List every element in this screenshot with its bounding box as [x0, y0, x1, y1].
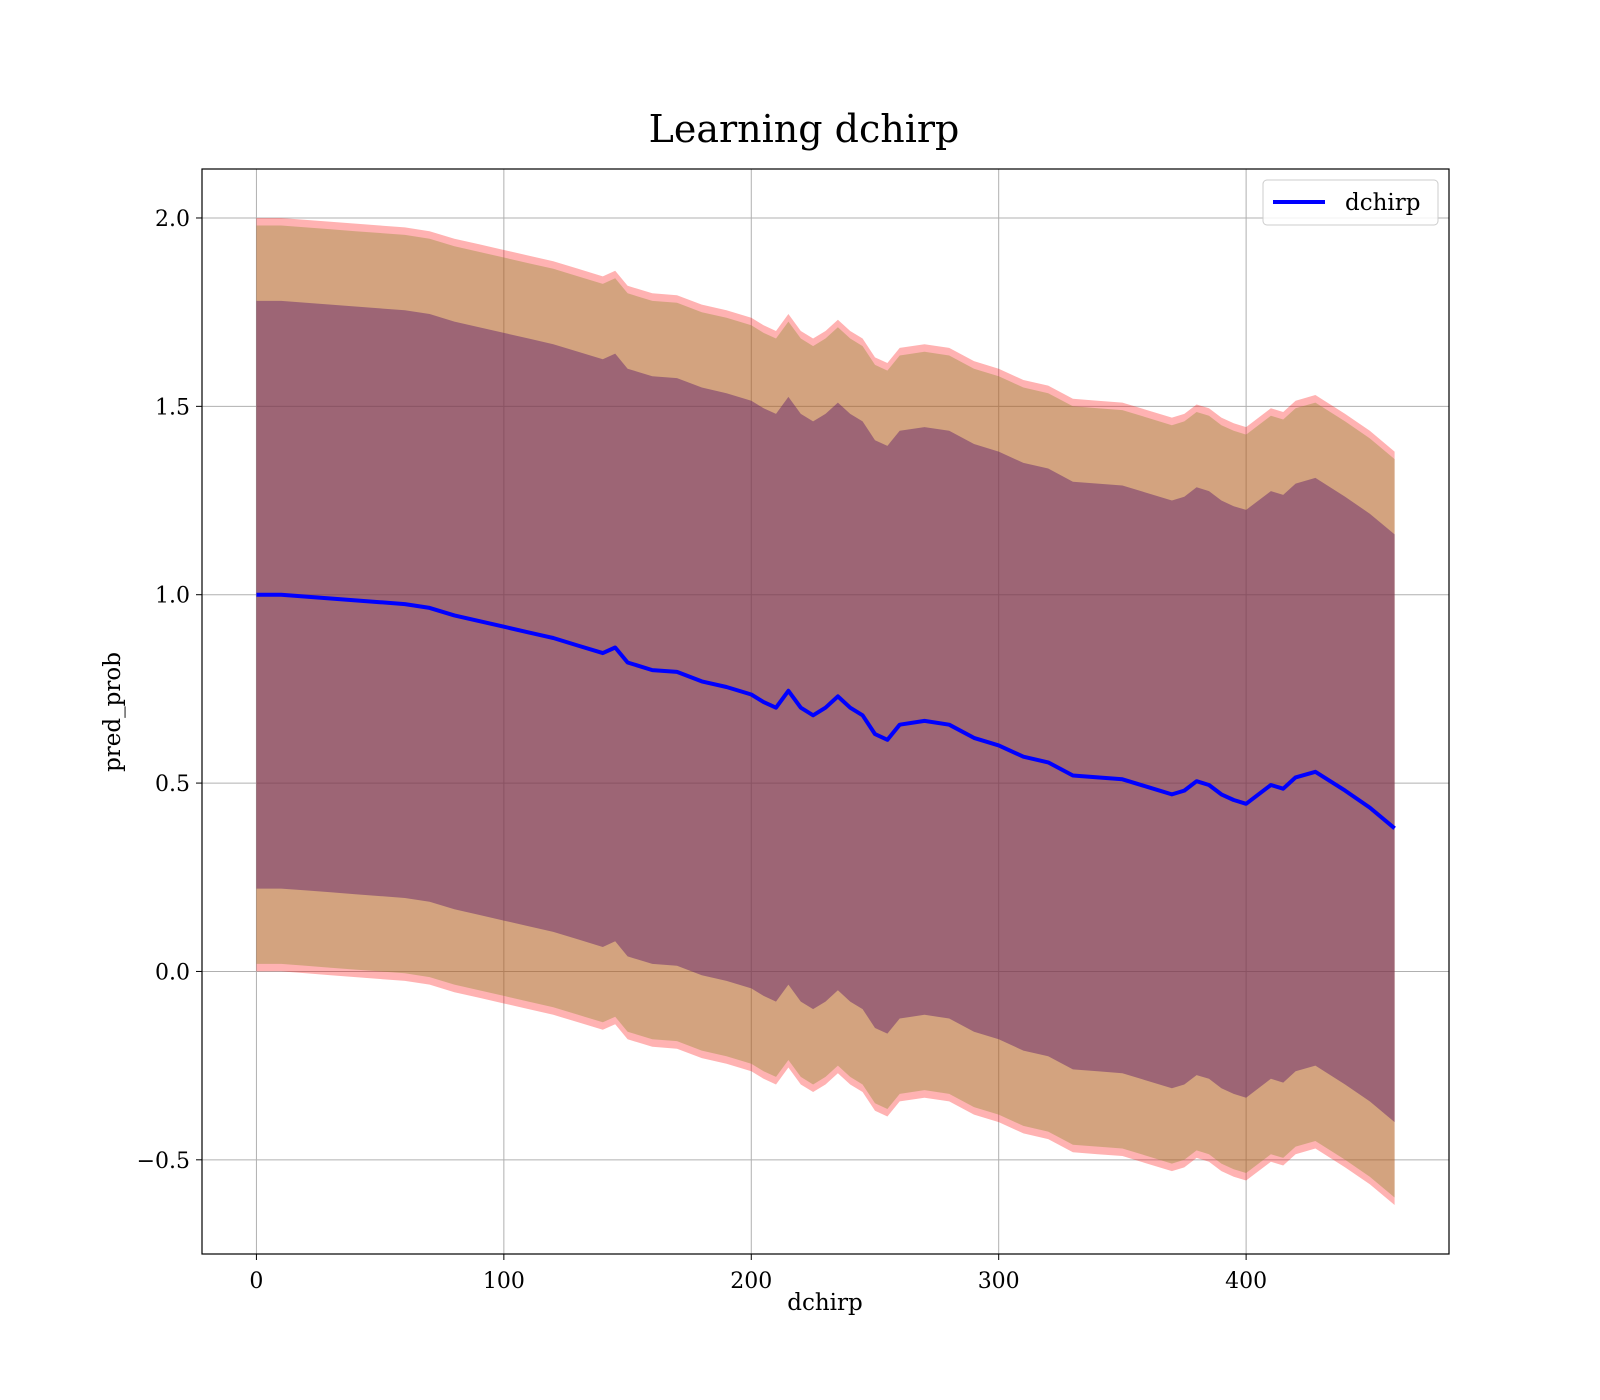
x-tick-label-0: 0 — [249, 1269, 263, 1294]
grid — [202, 169, 1449, 1254]
x-tick-label-2: 200 — [730, 1269, 772, 1294]
confidence-bands — [256, 218, 1395, 1205]
middle-band — [256, 225, 1395, 1198]
x-tick-label-4: 400 — [1225, 1269, 1267, 1294]
legend-box — [1262, 179, 1439, 226]
y-ticks: −0.5 0.0 0.5 1.0 1.5 2.0 — [137, 207, 202, 1174]
y-tick-label-4: 1.5 — [155, 395, 190, 420]
legend-label-dchirp: dchirp — [1345, 190, 1421, 216]
y-tick-label-5: 2.0 — [155, 207, 190, 232]
y-axis-label: pred_prob — [100, 652, 126, 772]
chart-title: Learning dchirp — [649, 107, 960, 151]
series-lines — [256, 592, 1396, 830]
outer-band — [256, 218, 1395, 1205]
legend: dchirp — [1262, 179, 1439, 226]
y-tick-label-3: 1.0 — [155, 584, 190, 609]
plot-frame — [201, 168, 1450, 1255]
x-axis-label: dchirp — [787, 1290, 863, 1316]
series-line-dchirp — [256, 592, 1396, 830]
x-ticks: 0 100 200 300 400 — [249, 1254, 1267, 1294]
y-tick-label-1: 0.0 — [155, 960, 190, 985]
x-tick-label-3: 300 — [978, 1269, 1020, 1294]
inner-band — [256, 300, 1395, 1123]
y-tick-label-0: −0.5 — [137, 1149, 190, 1174]
x-tick-label-1: 100 — [483, 1269, 525, 1294]
y-tick-label-2: 0.5 — [155, 772, 190, 797]
